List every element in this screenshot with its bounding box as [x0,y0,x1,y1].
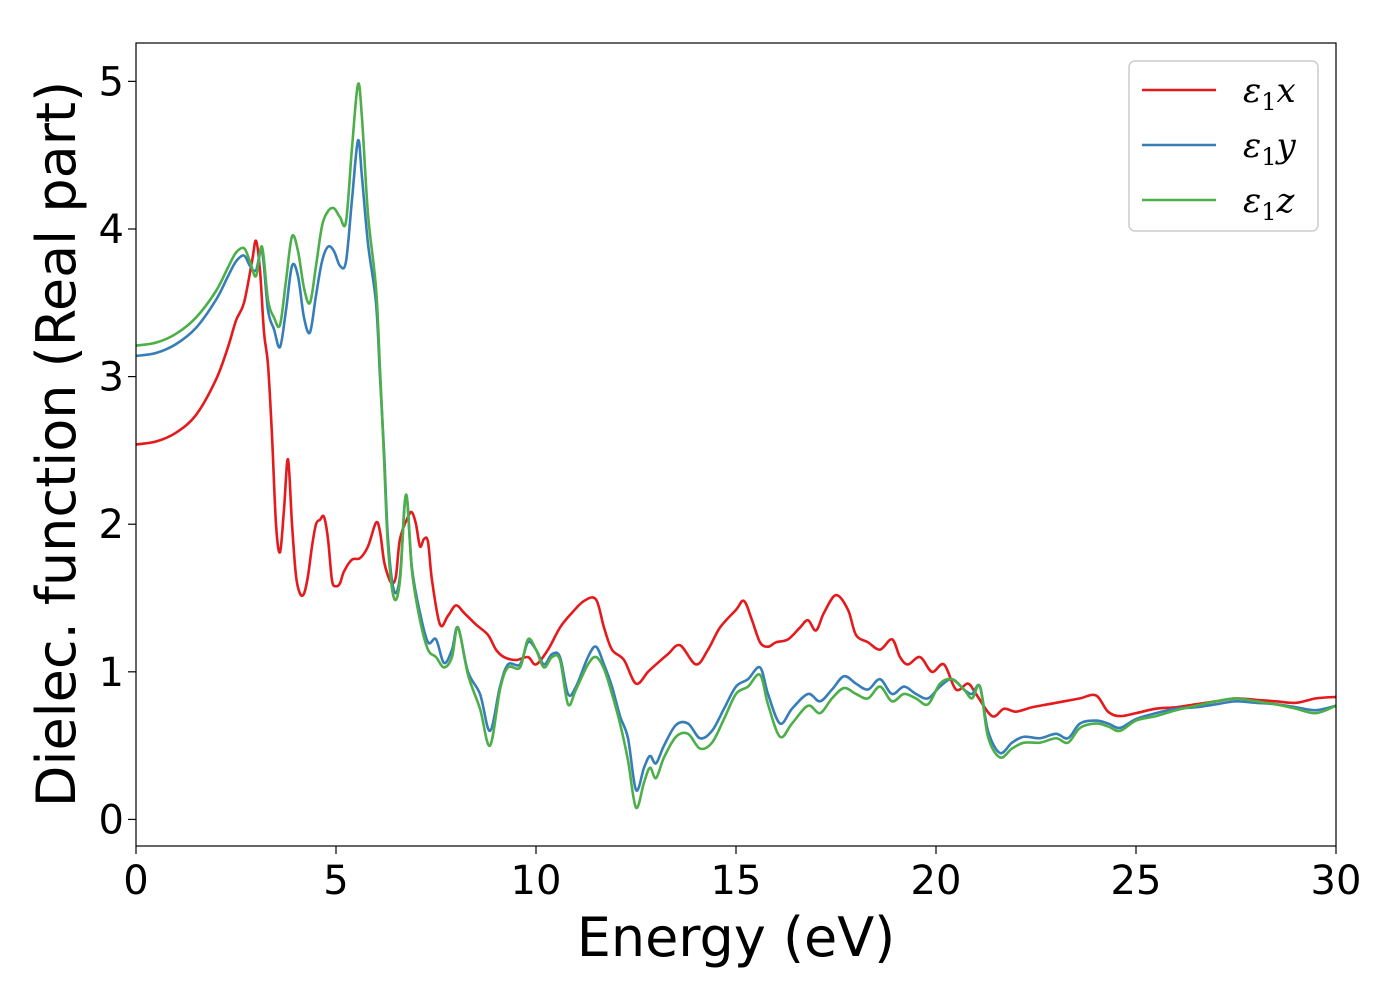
series-line-x [136,239,1336,718]
x-tick-label: 20 [911,858,962,904]
y-tick-label: 2 [99,502,124,548]
series-group [136,82,1336,810]
legend-label-x: ε1x [1243,71,1296,116]
series-line-z [136,82,1336,810]
legend: ε1x ε1y ε1z [1128,60,1319,232]
legend-label-z: ε1z [1243,181,1296,226]
y-axis: 0 1 2 3 4 5 [99,59,136,843]
x-axis: 0 5 10 15 20 25 30 [123,846,1361,904]
y-tick-label: 1 [99,650,124,696]
x-tick-label: 10 [511,858,562,904]
y-tick-label: 5 [99,59,124,105]
x-tick-label: 25 [1111,858,1162,904]
x-tick-label: 5 [323,858,348,904]
x-axis-label: Energy (eV) [577,906,896,969]
legend-box [1128,60,1319,232]
y-tick-label: 0 [99,797,124,843]
y-tick-label: 3 [99,355,124,401]
x-tick-label: 30 [1311,858,1362,904]
y-axis-label: Dielec. function (Real part) [25,81,88,807]
y-tick-label: 4 [99,207,124,253]
x-tick-label: 0 [123,858,148,904]
legend-label-y: ε1y [1243,126,1297,171]
series-line-y [136,138,1336,792]
x-tick-label: 15 [711,858,762,904]
